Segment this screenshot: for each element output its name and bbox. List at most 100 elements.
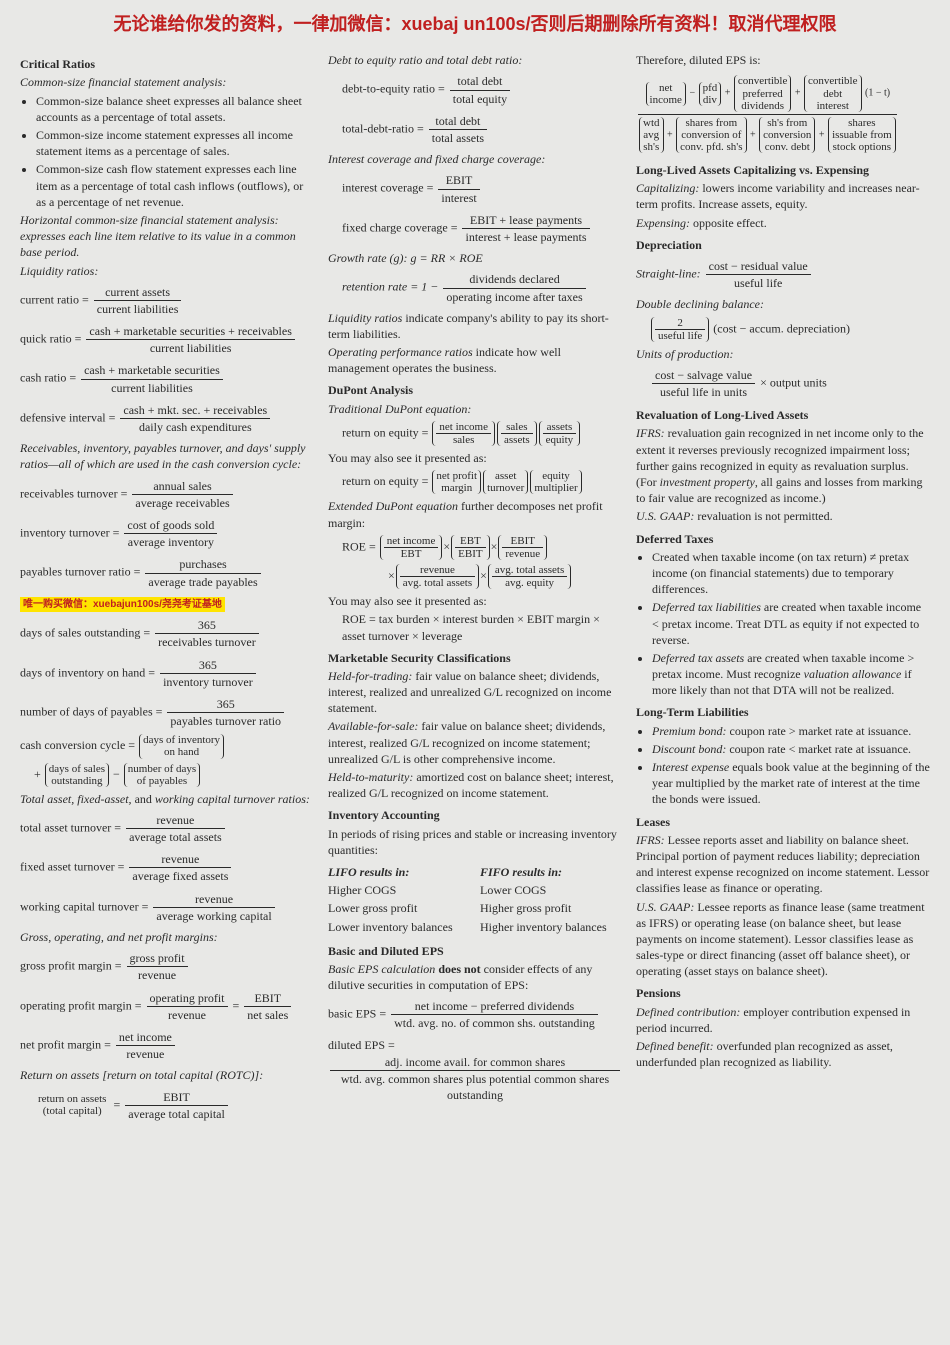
denominator: revenue xyxy=(147,1007,228,1023)
text: Horizontal common-size financial stateme… xyxy=(20,213,296,259)
denominator: useful life xyxy=(706,275,811,291)
text: U.S. GAAP: Lessee reports as finance lea… xyxy=(636,899,930,980)
denominator: current liabilities xyxy=(81,380,223,396)
text: Horizontal common-size financial stateme… xyxy=(20,212,314,261)
numerator: EBIT + lease payments xyxy=(462,212,589,229)
label: current ratio = xyxy=(20,292,89,306)
t: coupon rate > market rate at issuance. xyxy=(727,724,912,738)
t: Basic EPS calculation xyxy=(328,962,438,976)
t: Lessee reports asset and liability on ba… xyxy=(636,833,929,896)
formula-td: total-debt-ratio = total debttotal asset… xyxy=(328,112,622,147)
formula-tat: total asset turnover = revenueaverage to… xyxy=(20,811,314,846)
t: preferred xyxy=(738,88,787,100)
fifo-heading: FIFO results in: xyxy=(480,864,622,880)
d: EBT xyxy=(384,548,439,560)
text: In periods of rising prices and stable o… xyxy=(328,826,622,858)
t: equity xyxy=(534,470,577,482)
formula-dupont-alt: return on equity = net profitmarginasset… xyxy=(328,470,622,494)
numerator: revenue xyxy=(129,851,231,868)
t: days of sales xyxy=(49,763,105,775)
numerator: net income xyxy=(116,1029,175,1046)
t: coupon rate < market rate at issuance. xyxy=(726,742,911,756)
t: turnover xyxy=(487,482,524,494)
d: assets xyxy=(501,434,533,446)
t: shares xyxy=(832,117,892,129)
denominator: total assets xyxy=(429,130,487,146)
label: cash ratio = xyxy=(20,371,76,385)
t: revaluation is not permitted. xyxy=(694,509,832,523)
label: inventory turnover = xyxy=(20,525,119,539)
content-columns: Critical Ratios Common-size financial st… xyxy=(0,44,950,1157)
t: investment property xyxy=(660,475,755,489)
text: Liquidity ratios: xyxy=(20,263,314,279)
denominator: current liabilities xyxy=(94,301,182,317)
text: You may also see it presented as: xyxy=(328,450,622,466)
formula-roa: return on assets(total capital) = EBITav… xyxy=(20,1088,314,1123)
denominator: wtd. avg. no. of common shs. outstanding xyxy=(391,1015,598,1031)
heading-eps: Basic and Diluted EPS xyxy=(328,943,622,959)
formula-current-ratio: current ratio = current assetscurrent li… xyxy=(20,283,314,318)
numerator: revenue xyxy=(153,891,274,908)
denominator: net sales xyxy=(244,1007,291,1023)
n: 2 xyxy=(655,317,705,330)
t: (1 − t) xyxy=(865,88,890,99)
t: conv. pfd. sh's xyxy=(680,141,742,153)
denominator: wtd. avg. common shares plus potential c… xyxy=(330,1071,620,1103)
t: Defined contribution: xyxy=(636,1005,740,1019)
label: basic EPS = xyxy=(328,1007,386,1021)
label: defensive interval = xyxy=(20,410,115,424)
text: Expensing: opposite effect. xyxy=(636,215,930,231)
t: interest xyxy=(808,100,857,112)
denominator: average total assets xyxy=(126,829,225,845)
label: net profit margin = xyxy=(20,1037,111,1051)
text: Therefore, diluted EPS is: xyxy=(636,52,930,68)
text: Double declining balance: xyxy=(636,296,930,312)
denominator: average working capital xyxy=(153,908,274,924)
t: net profit xyxy=(436,470,477,482)
formula-wct: working capital turnover = revenueaverag… xyxy=(20,890,314,925)
label: fixed charge coverage = xyxy=(342,220,457,234)
n: EBIT xyxy=(502,535,543,548)
heading-inventory: Inventory Accounting xyxy=(328,807,622,823)
list-item: Created when taxable income (on tax retu… xyxy=(652,549,930,598)
formula-up: cost − salvage valueuseful life in units… xyxy=(636,366,930,401)
denominator: interest xyxy=(438,190,479,206)
formula-opm: operating profit margin = operating prof… xyxy=(20,989,314,1024)
t: div xyxy=(703,94,718,106)
numerator: total debt xyxy=(429,113,487,130)
formula-payables-turnover: payables turnover ratio = purchasesavera… xyxy=(20,555,314,590)
label: fixed asset turnover = xyxy=(20,860,124,874)
t: wtd xyxy=(643,117,660,129)
formula-sl: Straight-line: cost − residual valueusef… xyxy=(636,257,930,292)
denominator: receivables turnover xyxy=(155,634,259,650)
heading-lt-liabilities: Long-Term Liabilities xyxy=(636,704,930,720)
list-item: Interest expense equals book value at th… xyxy=(652,759,930,808)
numerator: total debt xyxy=(450,73,510,90)
t: convertible xyxy=(738,75,787,87)
denominator: average fixed assets xyxy=(129,868,231,884)
t: (total capital) xyxy=(38,1105,106,1117)
label: ROE = xyxy=(342,539,376,553)
t: and xyxy=(132,792,155,806)
formula-gpm: gross profit margin = gross profitrevenu… xyxy=(20,949,314,984)
numerator: cost − residual value xyxy=(706,258,811,275)
list: Common-size balance sheet expresses all … xyxy=(20,93,314,210)
label: gross profit margin = xyxy=(20,959,122,973)
denominator: revenue xyxy=(127,967,188,983)
formula-dih: days of inventory on hand = 365inventory… xyxy=(20,656,314,691)
t: sh's from xyxy=(763,117,811,129)
t: × output units xyxy=(760,375,827,389)
t: valuation allowance xyxy=(804,667,902,681)
t: pfd xyxy=(703,82,718,94)
formula-rr: retention rate = 1 − dividends declaredo… xyxy=(328,270,622,305)
denominator: current liabilities xyxy=(86,340,294,356)
denominator: interest + lease payments xyxy=(462,229,589,245)
n: sales xyxy=(501,421,533,434)
label: days of inventory on hand = xyxy=(20,665,155,679)
formula-dupont: return on equity = net incomesalessalesa… xyxy=(328,421,622,446)
denominator: useful life in units xyxy=(652,384,755,400)
numerator: annual sales xyxy=(132,478,232,495)
t: Lower inventory balances xyxy=(328,919,470,935)
t: Defined benefit: xyxy=(636,1039,714,1053)
formula-cash-ratio: cash ratio = cash + marketable securitie… xyxy=(20,361,314,396)
